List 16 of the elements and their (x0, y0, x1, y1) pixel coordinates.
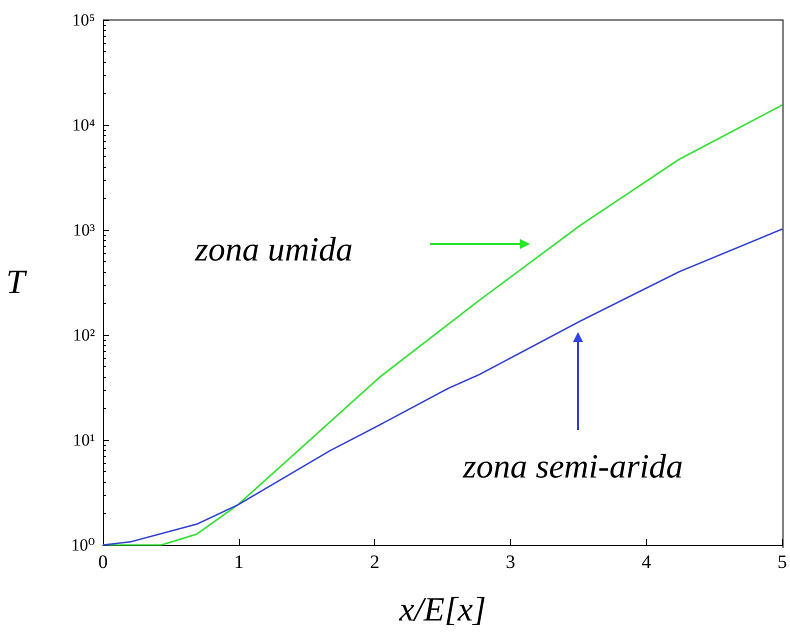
x-tick-label: 4 (642, 552, 652, 573)
y-tick-label: 10⁰ (71, 536, 96, 554)
x-tick-label: 3 (506, 552, 516, 573)
x-tick-label: 1 (234, 552, 244, 573)
y-tick-label: 10¹ (72, 430, 95, 450)
y-tick-label: 10² (72, 326, 95, 344)
legend-label: zona umida (194, 232, 353, 268)
x-tick-label: 0 (98, 552, 108, 573)
y-tick-label: 10³ (72, 220, 95, 240)
x-tick-label: 2 (370, 552, 380, 573)
x-tick-label: 5 (778, 552, 787, 573)
y-tick-label: 10⁵ (72, 10, 96, 30)
series-label: zona semi-arida (462, 448, 684, 486)
y-tick-label: 10⁴ (72, 116, 96, 134)
x-axis-title: x/E[x] (398, 592, 486, 628)
y-axis-title: T (6, 264, 28, 301)
